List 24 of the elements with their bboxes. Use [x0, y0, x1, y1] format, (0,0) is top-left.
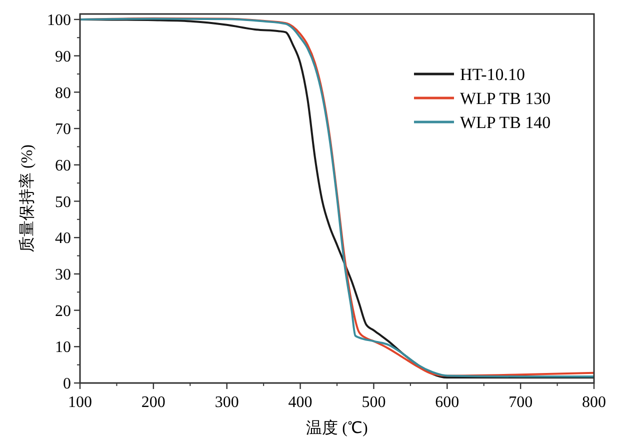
y-tick-label: 20 [55, 302, 71, 320]
y-tick-label: 10 [55, 339, 71, 356]
y-tick-label: 30 [55, 266, 71, 284]
y-tick-label: 40 [55, 230, 71, 248]
x-tick-label: 700 [508, 394, 533, 411]
legend-label: HT-10.10 [460, 64, 526, 84]
x-tick-label: 600 [435, 394, 460, 411]
y-tick-label: 50 [55, 194, 71, 211]
legend-label: WLP TB 130 [460, 88, 551, 108]
y-tick-label: 90 [55, 48, 71, 66]
x-axis-title: 温度 (℃) [306, 419, 368, 437]
x-tick-label: 800 [582, 394, 606, 411]
x-tick-label: 400 [288, 394, 312, 411]
x-tick-label: 300 [214, 394, 239, 411]
y-tick-label: 70 [55, 121, 71, 138]
y-tick-label: 60 [55, 157, 71, 174]
y-tick-label: 0 [63, 376, 71, 393]
legend-label: WLP TB 140 [460, 112, 551, 132]
x-tick-label: 100 [68, 394, 92, 411]
y-tick-label: 100 [47, 12, 71, 30]
y-tick-label: 80 [55, 84, 71, 102]
x-tick-label: 200 [141, 394, 166, 411]
y-axis-title: 质量保持率 (%) [18, 144, 36, 252]
x-tick-label: 500 [362, 394, 386, 411]
